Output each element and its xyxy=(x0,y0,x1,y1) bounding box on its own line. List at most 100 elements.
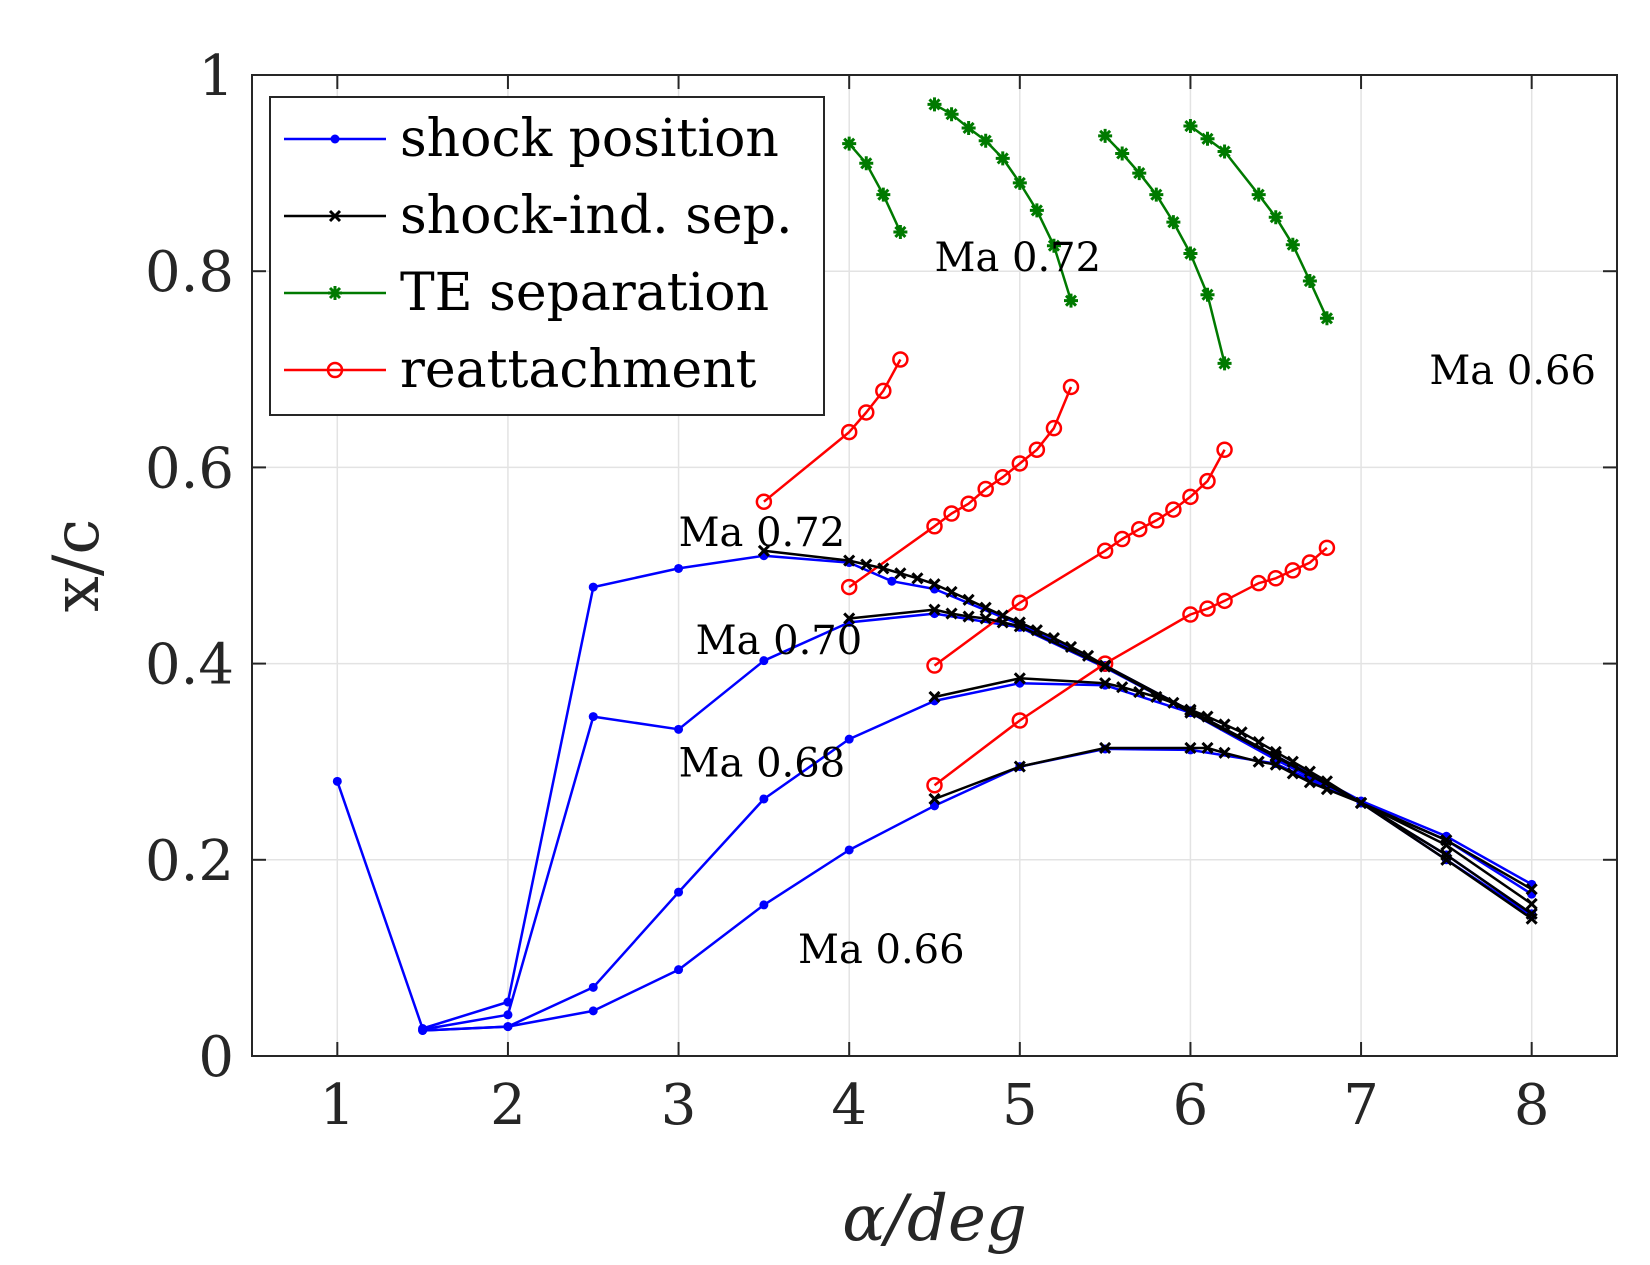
x-axis-label: α/deg xyxy=(842,1182,1027,1256)
data-point xyxy=(1250,574,1267,592)
data-point xyxy=(926,518,943,535)
series-te-separation-ma-0-70 xyxy=(927,97,1078,308)
data-point xyxy=(503,1022,513,1032)
data-point xyxy=(995,151,1010,166)
data-point xyxy=(1046,238,1061,253)
data-point xyxy=(843,612,856,625)
data-point xyxy=(1199,600,1216,617)
data-point xyxy=(1099,660,1112,673)
data-point xyxy=(1131,520,1148,538)
legend-label: reattachment xyxy=(400,340,757,400)
series-reattachment-ma-0-68 xyxy=(926,441,1233,674)
data-point xyxy=(1183,119,1198,134)
data-point xyxy=(1525,897,1538,911)
data-point xyxy=(930,801,939,811)
data-point xyxy=(1200,287,1215,302)
legend-entry: shock-ind. sep. xyxy=(284,186,793,246)
data-point xyxy=(1150,690,1163,704)
data-point xyxy=(1286,755,1299,768)
data-point xyxy=(759,900,769,910)
data-point xyxy=(757,544,770,557)
data-point xyxy=(1235,726,1248,739)
data-point xyxy=(1096,542,1114,560)
y-axis-label: x/c xyxy=(40,519,114,613)
x-tick-label: 7 xyxy=(1343,1073,1379,1138)
annotation-label: Ma 0.70 xyxy=(696,618,863,664)
data-point xyxy=(1028,441,1046,458)
data-point xyxy=(1064,640,1078,653)
data-point xyxy=(1318,539,1336,557)
data-point xyxy=(588,1006,598,1016)
data-point xyxy=(674,887,684,897)
data-point xyxy=(1320,783,1334,796)
annotation-label: Ma 0.72 xyxy=(935,235,1102,281)
data-point xyxy=(944,107,959,122)
data-point xyxy=(1113,530,1131,548)
data-point xyxy=(840,423,858,441)
x-tick-label: 2 xyxy=(490,1073,526,1138)
data-point xyxy=(1199,472,1216,490)
data-point xyxy=(843,554,856,567)
y-tick-label: 0.8 xyxy=(145,240,234,305)
data-point xyxy=(928,578,941,591)
series-line xyxy=(934,746,1533,920)
data-point xyxy=(588,712,598,722)
y-tick-label: 0 xyxy=(198,1025,234,1090)
data-point xyxy=(1012,175,1027,190)
data-point xyxy=(1184,741,1197,755)
data-point xyxy=(1301,554,1319,571)
data-point xyxy=(961,120,976,135)
data-point xyxy=(1284,562,1302,579)
data-point xyxy=(1216,441,1233,458)
data-point xyxy=(928,603,941,616)
data-point xyxy=(842,136,857,151)
data-point xyxy=(674,724,684,734)
data-point xyxy=(1303,776,1316,789)
data-point xyxy=(887,576,897,586)
data-point xyxy=(1062,378,1080,396)
data-point xyxy=(1045,419,1063,437)
data-point xyxy=(1165,501,1182,518)
data-point xyxy=(1099,677,1112,690)
data-point xyxy=(1013,760,1026,773)
data-point xyxy=(945,585,958,599)
data-point xyxy=(1217,356,1232,371)
x-tick-label: 4 xyxy=(831,1073,867,1138)
series-group xyxy=(332,97,1538,1035)
data-point xyxy=(1218,718,1231,731)
data-point xyxy=(860,558,873,571)
data-point xyxy=(1200,131,1215,146)
data-point xyxy=(674,563,684,573)
axis-ticks: 1 2 3 4 5 6 7 8 0 0.2 0.4 0.6 0.8 1 xyxy=(145,44,1617,1138)
data-point xyxy=(759,656,769,666)
series-line xyxy=(848,142,902,233)
data-point xyxy=(1525,912,1538,925)
data-point xyxy=(1269,745,1282,758)
series-reattachment-ma-0-70 xyxy=(840,378,1080,596)
data-point xyxy=(977,480,994,498)
data-point xyxy=(926,657,943,674)
data-point xyxy=(1440,839,1453,852)
data-point xyxy=(1201,741,1214,755)
data-point xyxy=(1116,681,1129,694)
data-point xyxy=(858,404,875,421)
annotation-label: Ma 0.66 xyxy=(1429,348,1596,394)
data-point xyxy=(859,156,874,171)
data-point xyxy=(945,607,958,620)
data-point xyxy=(1064,293,1078,308)
x-tick-label: 6 xyxy=(1173,1073,1209,1138)
data-point xyxy=(1285,237,1300,252)
data-point xyxy=(894,567,907,580)
data-point xyxy=(1182,606,1199,623)
data-point xyxy=(979,601,992,614)
series-shock-ind-sep-ma-0-66 xyxy=(928,741,1538,925)
data-point xyxy=(759,794,769,804)
data-point xyxy=(1011,712,1029,729)
data-point xyxy=(1148,512,1165,529)
data-point xyxy=(1302,274,1317,289)
data-point xyxy=(927,97,942,112)
x-tick-label: 1 xyxy=(319,1073,355,1138)
data-point xyxy=(1201,710,1214,723)
data-point xyxy=(418,1025,428,1035)
